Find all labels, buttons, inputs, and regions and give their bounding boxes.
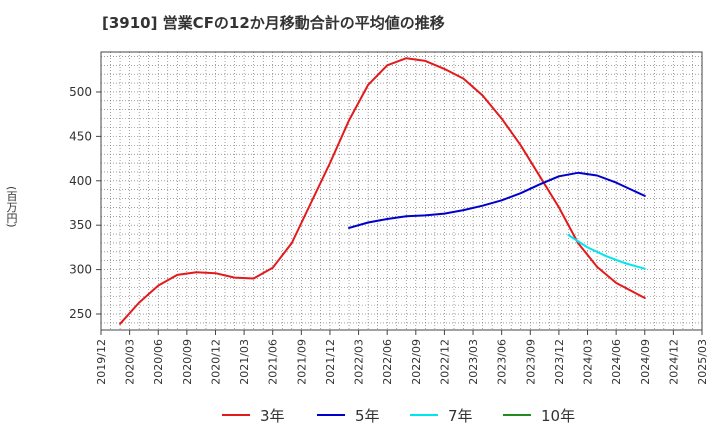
series-line bbox=[567, 234, 646, 270]
legend: 3年 5年 7年 10年 bbox=[0, 404, 720, 426]
legend-item: 5年 bbox=[317, 404, 380, 426]
x-tick-label: 2020/09 bbox=[181, 339, 194, 385]
legend-label: 7年 bbox=[448, 406, 473, 425]
legend-label: 10年 bbox=[541, 406, 576, 425]
x-tick-label: 2024/09 bbox=[639, 339, 652, 385]
x-tick-label: 2021/12 bbox=[324, 339, 337, 385]
series-line bbox=[119, 57, 646, 325]
plot-frame bbox=[100, 51, 703, 331]
x-tick-label: 2020/03 bbox=[124, 339, 137, 385]
x-tick-label: 2021/06 bbox=[267, 339, 280, 385]
legend-swatch bbox=[503, 414, 531, 416]
x-tick-label: 2020/06 bbox=[152, 339, 165, 385]
x-tick-label: 2021/03 bbox=[238, 339, 251, 385]
x-tick-label: 2025/03 bbox=[696, 339, 709, 385]
y-tick-label: 400 bbox=[69, 174, 92, 188]
chart-title: [3910] 営業CFの12か月移動合計の平均値の推移 bbox=[102, 14, 445, 32]
legend-item: 10年 bbox=[503, 404, 575, 426]
legend-item: 7年 bbox=[410, 404, 473, 426]
x-tick-label: 2020/12 bbox=[209, 339, 222, 385]
x-tick-label: 2021/09 bbox=[295, 339, 308, 385]
x-tick-label: 2023/09 bbox=[524, 339, 537, 385]
legend-swatch bbox=[410, 414, 438, 416]
y-axis-label: (百万円) bbox=[5, 186, 18, 228]
y-tick-label: 250 bbox=[69, 307, 92, 321]
y-tick-label: 450 bbox=[69, 129, 92, 143]
y-tick-label: 350 bbox=[69, 218, 92, 232]
x-tick-label: 2023/12 bbox=[553, 339, 566, 385]
x-tick-label: 2024/03 bbox=[582, 339, 595, 385]
x-tick-label: 2022/03 bbox=[353, 339, 366, 385]
x-tick-label: 2024/06 bbox=[610, 339, 623, 385]
x-tick-label: 2022/06 bbox=[381, 339, 394, 385]
legend-item: 3年 bbox=[222, 404, 285, 426]
x-tick-label: 2023/06 bbox=[496, 339, 509, 385]
x-tick-label: 2019/12 bbox=[95, 339, 108, 385]
x-tick-label: 2024/12 bbox=[667, 339, 680, 385]
legend-swatch bbox=[317, 414, 345, 416]
x-tick-label: 2022/12 bbox=[438, 339, 451, 385]
x-tick-label: 2023/03 bbox=[467, 339, 480, 385]
x-tick-label: 2022/09 bbox=[410, 339, 423, 385]
series-line bbox=[348, 171, 646, 229]
legend-label: 5年 bbox=[355, 406, 380, 425]
y-tick-label: 300 bbox=[69, 263, 92, 277]
legend-label: 3年 bbox=[260, 406, 285, 425]
y-tick-label: 500 bbox=[69, 85, 92, 99]
legend-swatch bbox=[222, 414, 250, 416]
